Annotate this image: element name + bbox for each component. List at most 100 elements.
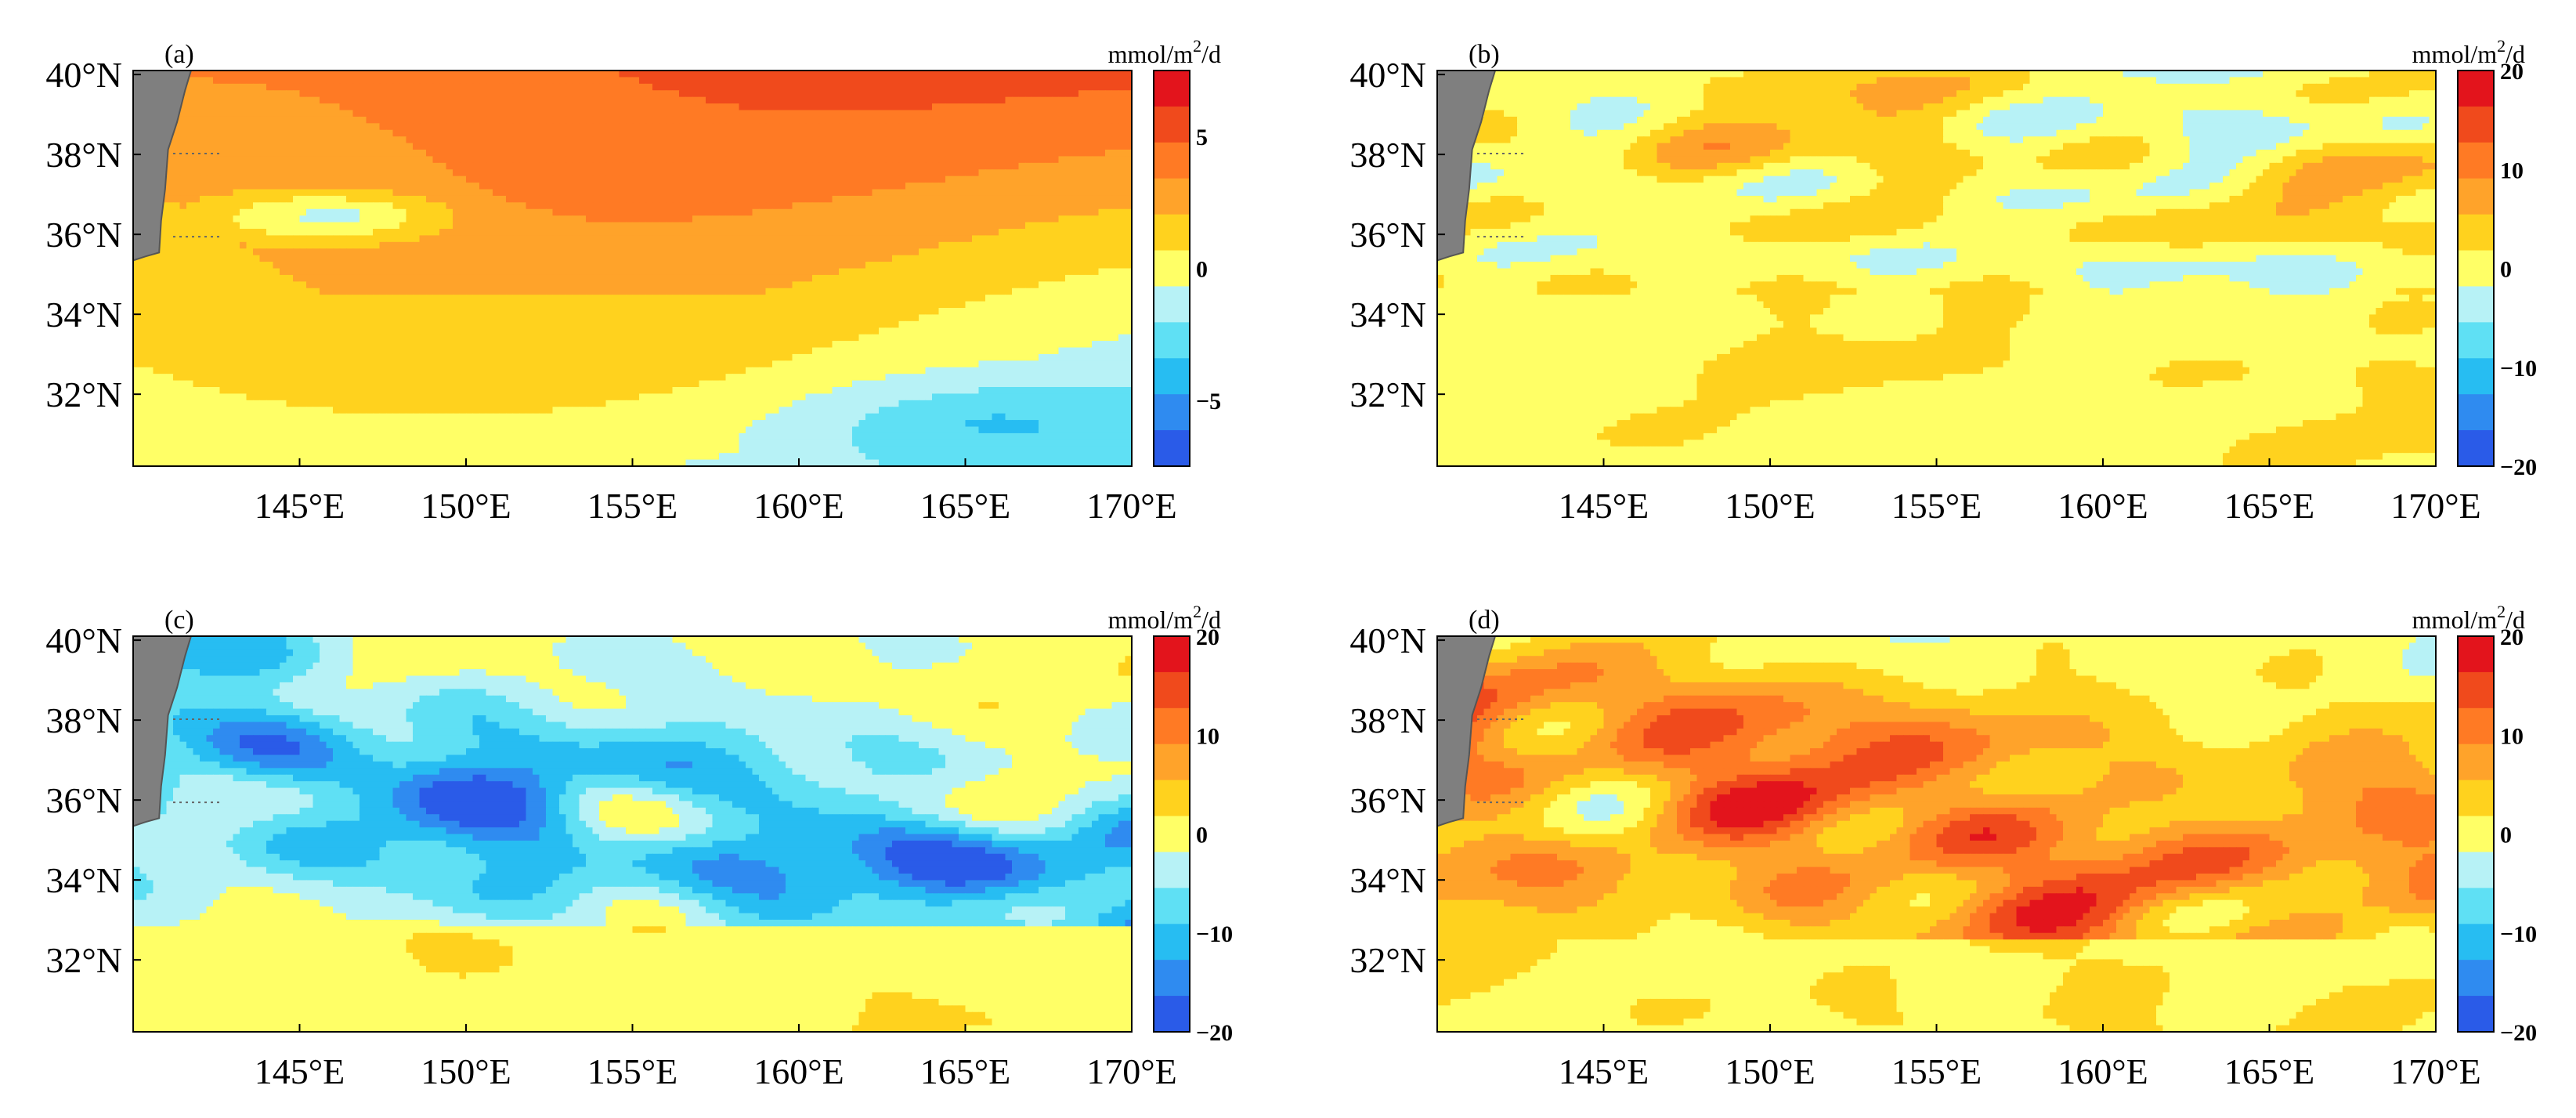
heatmap-cell [666, 162, 674, 170]
heatmap-cell [905, 189, 913, 197]
heatmap-cell [945, 222, 953, 230]
heatmap-cell [592, 235, 600, 243]
heatmap-cell [453, 235, 461, 243]
heatmap-cell [1065, 110, 1073, 118]
heatmap-cell [1025, 150, 1033, 157]
heatmap-cell [406, 90, 414, 98]
heatmap-cell [1005, 229, 1013, 237]
heatmap-cell [386, 90, 394, 98]
heatmap-cell [493, 229, 500, 237]
heatmap-cell [313, 262, 320, 270]
heatmap-cell [379, 248, 387, 256]
heatmap-cell [765, 215, 773, 223]
heatmap-cell [626, 116, 634, 124]
heatmap-cell [732, 150, 740, 157]
heatmap-cell [746, 255, 753, 262]
heatmap-cell [346, 90, 354, 98]
heatmap-cell [739, 169, 746, 177]
heatmap-cell [699, 262, 706, 270]
heatmap-cell [299, 248, 307, 256]
heatmap-cell [586, 116, 594, 124]
heatmap-cell [952, 262, 959, 270]
heatmap-cell [326, 222, 334, 230]
heatmap-cell [1111, 136, 1119, 144]
heatmap-cell [919, 183, 927, 190]
heatmap-cell [399, 208, 407, 216]
heatmap-cell [952, 183, 959, 190]
heatmap-cell [533, 96, 540, 104]
heatmap-cell [479, 229, 487, 237]
heatmap-cell [826, 123, 833, 131]
heatmap-cell [559, 235, 567, 243]
heatmap-cell [892, 215, 900, 223]
heatmap-cell [286, 288, 294, 295]
heatmap-cell [1005, 96, 1013, 104]
heatmap-cell [206, 136, 214, 144]
heatmap-cell [326, 274, 334, 282]
heatmap-cell [459, 235, 467, 243]
heatmap-cell [200, 222, 208, 230]
heatmap-cell [959, 175, 966, 183]
heatmap-cell [652, 262, 660, 270]
heatmap-cell [233, 90, 240, 98]
heatmap-cell [213, 143, 221, 150]
heatmap-cell [399, 241, 407, 249]
heatmap-cell [1098, 83, 1106, 91]
heatmap-cell [672, 183, 680, 190]
heatmap-cell [1125, 255, 1132, 262]
heatmap-cell [352, 255, 360, 262]
heatmap-cell [945, 255, 953, 262]
heatmap-cell [466, 136, 474, 144]
heatmap-cell [666, 255, 674, 262]
heatmap-cell [898, 169, 906, 177]
heatmap-cell [173, 235, 181, 243]
heatmap-cell [898, 255, 906, 262]
heatmap-cell [659, 103, 667, 111]
heatmap-cell [486, 103, 493, 111]
heatmap-cell [459, 222, 467, 230]
heatmap-cell [173, 281, 181, 289]
heatmap-cell [286, 215, 294, 223]
heatmap-cell [426, 255, 434, 262]
heatmap-cell [446, 156, 453, 164]
heatmap-cell [193, 162, 201, 170]
heatmap-cell [659, 222, 667, 230]
heatmap-cell [632, 90, 640, 98]
heatmap-cell [1092, 156, 1100, 164]
heatmap-cell [339, 202, 347, 210]
heatmap-cell [692, 255, 700, 262]
heatmap-cell [959, 262, 966, 270]
heatmap-cell [333, 169, 341, 177]
heatmap-cell [313, 281, 320, 289]
heatmap-cell [579, 129, 587, 137]
heatmap-cell [879, 268, 887, 276]
heatmap-cell [719, 215, 727, 223]
heatmap-cell [206, 175, 214, 183]
heatmap-cell [666, 208, 674, 216]
heatmap-cell [826, 183, 833, 190]
heatmap-cell [552, 229, 560, 237]
heatmap-cell [938, 129, 946, 137]
heatmap-cell [313, 235, 320, 243]
heatmap-cell [160, 215, 168, 223]
heatmap-cell [865, 103, 873, 111]
heatmap-cell [206, 262, 214, 270]
heatmap-cell [426, 143, 434, 150]
heatmap-cell [213, 195, 221, 203]
heatmap-cell [359, 208, 367, 216]
heatmap-cell [233, 189, 240, 197]
heatmap-cell [392, 83, 400, 91]
heatmap-cell [1039, 229, 1046, 237]
heatmap-cell [805, 143, 813, 150]
heatmap-cell [179, 268, 187, 276]
heatmap-cell [965, 208, 973, 216]
heatmap-cell [413, 255, 421, 262]
heatmap-cell [1065, 162, 1073, 170]
heatmap-cell [699, 83, 706, 91]
heatmap-cell [765, 77, 773, 85]
heatmap-cell [799, 116, 807, 124]
heatmap-cell [725, 136, 733, 144]
heatmap-cell [419, 229, 427, 237]
heatmap-cell [512, 248, 520, 256]
heatmap-cell [1085, 241, 1093, 249]
